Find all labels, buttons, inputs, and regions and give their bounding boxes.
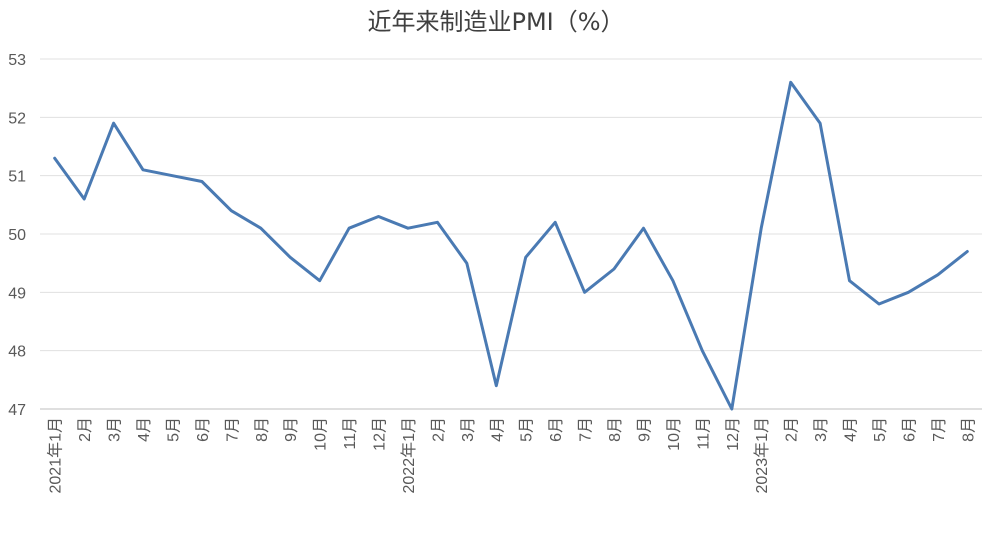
x-tick-label: 2023年1月 [753,417,771,494]
x-tick-label: 3月 [460,417,477,442]
y-axis-ticks: 47 48 49 50 51 52 53 [8,52,26,419]
x-tick-label: 3月 [813,417,830,442]
x-tick-label: 4月 [489,417,506,442]
x-tick-label: 11月 [695,417,712,450]
x-tick-label: 4月 [136,417,153,442]
x-tick-label: 2022年1月 [400,417,418,494]
x-tick-label: 8月 [254,417,271,442]
x-tick-label: 8月 [607,417,624,442]
y-tick-label: 49 [8,285,26,302]
gridlines [40,58,982,410]
x-tick-label: 4月 [843,417,860,442]
x-tick-label: 10月 [666,417,683,451]
x-tick-label: 10月 [313,417,330,451]
x-tick-label: 5月 [519,417,536,442]
x-tick-label: 6月 [548,417,565,442]
x-tick-label: 7月 [578,417,595,442]
x-axis-ticks: 2021年1月 2月 3月 4月 5月 6月 7月 8月 9月 10月 11月 12月 2022年1月 2… [47,417,978,494]
x-tick-label: 6月 [901,417,918,442]
x-tick-label: 6月 [195,417,212,442]
x-tick-label: 9月 [283,417,300,442]
x-tick-label: 11月 [342,417,359,450]
x-tick-label: 7月 [224,417,241,442]
x-tick-label: 12月 [372,417,389,451]
y-tick-label: 52 [8,110,26,127]
x-tick-label: 3月 [107,417,124,442]
y-tick-label: 48 [8,344,26,361]
y-tick-label: 50 [8,227,26,244]
series-layer [53,80,969,411]
x-tick-label: 2月 [430,417,447,442]
x-tick-label: 5月 [165,417,182,442]
x-tick-label: 2021年1月 [47,417,65,494]
series-line [53,80,969,411]
chart-title: 近年来制造业PMI（%） [367,8,624,36]
x-tick-label: 7月 [931,417,948,442]
y-tick-label: 53 [8,52,26,69]
x-tick-label: 9月 [636,417,653,442]
x-tick-label: 8月 [960,417,977,442]
y-tick-label: 51 [8,169,26,186]
x-tick-label: 5月 [872,417,889,442]
x-tick-label: 2月 [784,417,801,442]
y-tick-label: 47 [8,402,26,419]
x-tick-label: 12月 [725,417,742,451]
x-tick-label: 2月 [77,417,94,442]
